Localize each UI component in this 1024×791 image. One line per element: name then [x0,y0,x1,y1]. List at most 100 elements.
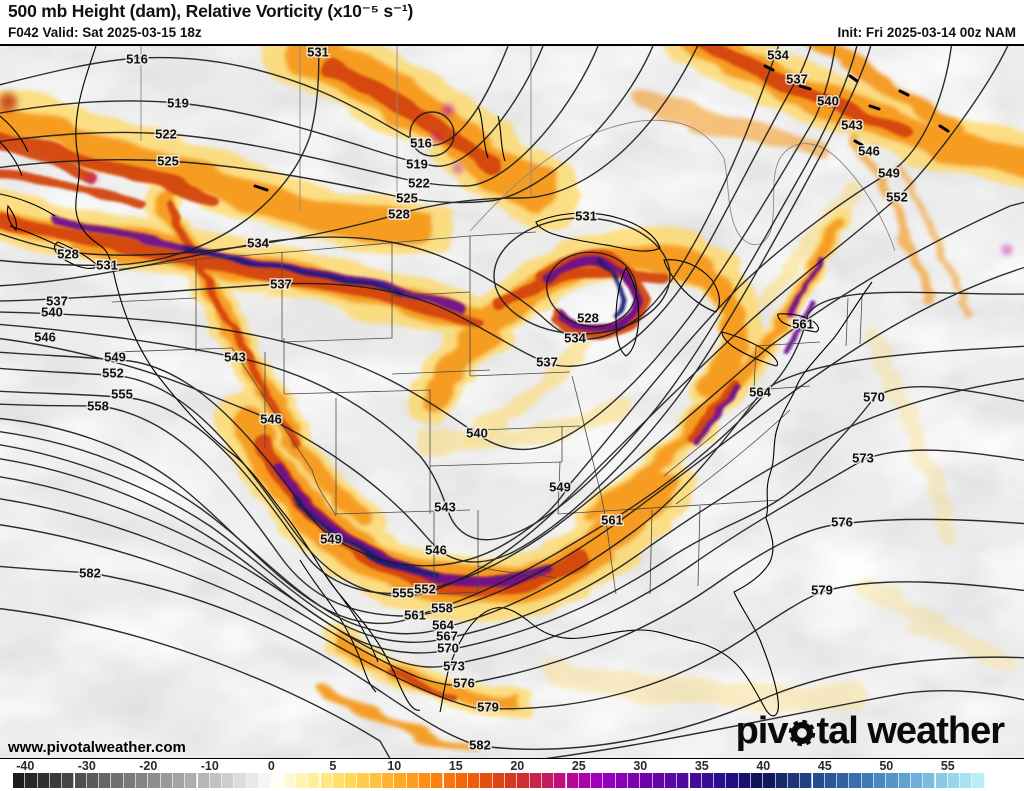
colorbar-segment [74,773,87,788]
map-canvas: 5165195225255165195225255285315285315345… [0,46,1024,758]
contour-label: 570 [437,641,459,656]
weather-map: 516 519 522 525 516 519 522 525 528 531 528 531 534 5… [0,46,1024,758]
contour-label: 540 [817,94,839,109]
colorbar-segment [234,773,247,788]
colorbar-segment [505,773,518,788]
colorbar-segment [418,773,432,788]
colorbar-segment [123,773,136,788]
colorbar-segment [714,773,727,788]
contour-label: 561 [404,608,426,623]
contour-label: 546 [260,412,282,427]
colorbar-segment [455,773,469,788]
colorbar-segment [738,773,751,788]
colorbar-segment [529,773,542,788]
contour-label: 525 [396,191,418,206]
colorbar-tick: 5 [329,759,337,773]
colorbar-segment [910,773,924,788]
contour-label: 576 [831,515,853,530]
contour-label: 537 [46,294,68,309]
colorbar-segment [947,773,961,788]
colorbar-segment [480,773,493,788]
contour-label: 519 [167,96,189,111]
contour-label: 540 [41,305,63,320]
gear-icon [789,719,816,747]
colorbar-tick: 10 [387,759,402,773]
contour-label: 561 [601,513,623,528]
colorbar-segment [369,773,382,788]
colorbar-tick: 30 [633,759,648,773]
chart-header: 500 mb Height (dam), Relative Vorticity … [0,0,1024,46]
colorbar-segment [898,773,911,788]
vorticity-colorbar: -40 -30 -20 -10 0 5 10 15 20 25 30 35 40 45 50 55 [0,758,1024,791]
colorbar-segment [332,773,346,788]
colorbar-segment [222,773,235,788]
contour-label: 516 [410,136,432,151]
contour-label: 552 [102,366,124,381]
colorbar-segment [160,773,173,788]
colorbar-tick: 50 [879,759,894,773]
vorticity-bands [0,46,1024,752]
contour-label: 546 [34,330,56,345]
colorbar-segment [443,773,456,788]
contour-label: 531 [307,46,329,60]
contour-label: 546 [858,144,880,159]
model-init-label: Init: Fri 2025-03-14 00z NAM [837,25,1016,40]
colorbar-segment [874,773,887,788]
colorbar-segment [972,773,985,788]
contour-label: 567 [436,629,458,644]
colorbar-segment [308,773,321,788]
colorbar-segment [431,773,444,788]
contour-label: 543 [224,350,246,365]
colorbar-segment [492,773,505,788]
colorbar-segment [923,773,936,788]
colorbar-segment [664,773,678,788]
colorbar-segment [246,773,259,788]
contour-label: 558 [87,399,109,414]
contour-label: 537 [270,277,292,292]
colorbar-segment [960,773,973,788]
colorbar-tick: 55 [940,759,955,773]
contour-label: 582 [79,566,101,581]
height-contours [0,46,1024,758]
contour-label: 564 [749,385,771,400]
colorbar-segment [591,773,604,788]
contour-label: 552 [414,582,436,597]
colorbar-segment [172,773,186,788]
contour-label: 531 [575,209,597,224]
colorbar-segment [824,773,838,788]
colorbar-segment [775,773,788,788]
colorbar-segment [566,773,579,788]
colorbar-segment [541,773,555,788]
contour-label: 531 [96,258,118,273]
colorbar-segment [86,773,100,788]
colorbar-segment [13,773,26,788]
contour-label: 579 [477,700,499,715]
contour-label: 579 [811,583,833,598]
colorbar-segment [640,773,653,788]
contour-label: 534 [767,48,789,63]
contour-label: 561 [792,317,814,332]
contour-label: 573 [443,659,465,674]
colorbar-segment [652,773,665,788]
colorbar-segment [615,773,628,788]
colorbar-segment [578,773,592,788]
colorbar-segment [935,773,948,788]
contour-label: 549 [549,480,571,495]
contour-label: 537 [786,72,808,87]
colorbar-segment [554,773,567,788]
colorbar-segment [37,773,50,788]
contour-label: 573 [852,451,874,466]
colorbar-segment [628,773,641,788]
colorbar-segment [357,773,370,788]
colorbar-segment [677,773,690,788]
colorbar-segment [111,773,124,788]
colorbar-segment [517,773,530,788]
colorbar-segment [185,773,198,788]
contour-label: 543 [841,118,863,133]
colorbar-segment [382,773,395,788]
colorbar-tick: 45 [817,759,832,773]
contour-label: 552 [886,190,908,205]
contour-label: 558 [431,601,453,616]
colorbar-segment [468,773,481,788]
contour-label: 549 [878,166,900,181]
